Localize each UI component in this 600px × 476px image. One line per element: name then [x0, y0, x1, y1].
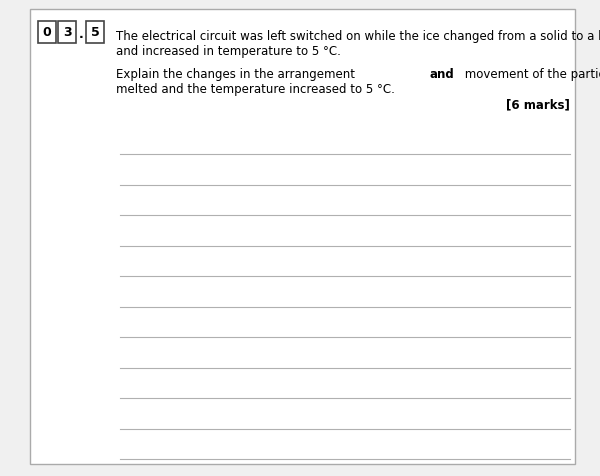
FancyBboxPatch shape — [30, 10, 575, 464]
FancyBboxPatch shape — [58, 22, 76, 44]
Text: melted and the temperature increased to 5 °C.: melted and the temperature increased to … — [116, 83, 395, 96]
Text: and increased in temperature to 5 °C.: and increased in temperature to 5 °C. — [116, 45, 341, 58]
Text: 3: 3 — [62, 27, 71, 40]
FancyBboxPatch shape — [86, 22, 104, 44]
Text: 5: 5 — [91, 27, 100, 40]
Text: The electrical circuit was left switched on while the ice changed from a solid t: The electrical circuit was left switched… — [116, 30, 600, 43]
Text: [6 marks]: [6 marks] — [506, 98, 570, 111]
Text: .: . — [79, 29, 83, 41]
Text: Explain the changes in the arrangement: Explain the changes in the arrangement — [116, 68, 359, 81]
Text: 0: 0 — [43, 27, 52, 40]
Text: movement of the particles as the ice: movement of the particles as the ice — [461, 68, 600, 81]
FancyBboxPatch shape — [38, 22, 56, 44]
Text: and: and — [429, 68, 454, 81]
